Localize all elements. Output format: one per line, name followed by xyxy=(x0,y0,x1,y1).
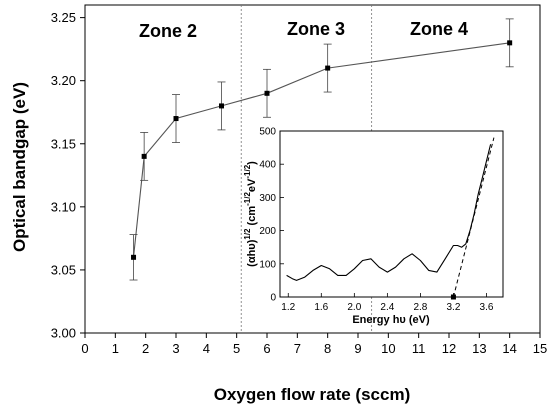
data-point xyxy=(219,103,224,109)
y-tick-label: 3.15 xyxy=(51,136,76,151)
zone-label-2: Zone 2 xyxy=(139,21,197,41)
y-axis-ticks: 3.00 3.05 3.10 3.15 3.20 3.25 xyxy=(51,10,85,341)
x-tick-label: 13 xyxy=(472,341,486,356)
inset-x-tick-label: 2.8 xyxy=(413,302,427,313)
x-axis-ticks: 0 1 2 3 4 5 6 7 8 9 10 11 12 13 14 15 xyxy=(81,333,547,356)
inset-x-tick-label: 3.6 xyxy=(480,302,494,313)
x-tick-label: 0 xyxy=(81,341,88,356)
data-point xyxy=(131,254,137,260)
x-tick-label: 12 xyxy=(442,341,456,356)
x-tick-label: 9 xyxy=(354,341,361,356)
y-tick-label: 3.00 xyxy=(51,326,76,341)
x-tick-label: 10 xyxy=(381,341,395,356)
inset-y-tick-label: 400 xyxy=(259,160,276,171)
x-tick-label: 1 xyxy=(112,341,119,356)
bandgap-series xyxy=(129,18,514,281)
inset-y-tick-label: 500 xyxy=(259,127,276,138)
x-tick-label: 5 xyxy=(233,341,240,356)
x-tick-label: 4 xyxy=(203,341,210,356)
inset-y-tick-label: 100 xyxy=(259,259,276,270)
x-tick-label: 7 xyxy=(294,341,301,356)
intercept-marker xyxy=(450,294,456,300)
inset-y-tick-label: 0 xyxy=(270,293,276,304)
inset-x-axis-ticks: 1.2 1.6 2.0 2.4 2.8 3.2 3.6 xyxy=(281,293,494,313)
y-axis-title: Optical bandgap (eV) xyxy=(10,82,29,252)
zone-label-3: Zone 3 xyxy=(287,19,345,39)
tauc-curve xyxy=(286,144,492,281)
data-point xyxy=(173,116,179,122)
x-tick-label: 14 xyxy=(502,341,516,356)
x-tick-label: 6 xyxy=(263,341,270,356)
y-tick-label: 3.05 xyxy=(51,262,76,277)
inset-x-axis-title: Energy hυ (eV) xyxy=(352,314,430,326)
inset-y-tick-label: 200 xyxy=(259,226,276,237)
x-tick-label: 2 xyxy=(142,341,149,356)
inset-x-tick-label: 2.4 xyxy=(380,302,394,313)
inset-tauc-series xyxy=(286,137,495,300)
y-tick-label: 3.10 xyxy=(51,199,76,214)
inset-plot-frame xyxy=(279,130,504,298)
x-tick-label: 8 xyxy=(324,341,331,356)
inset-x-tick-label: 3.2 xyxy=(446,302,460,313)
x-axis-title: Oxygen flow rate (sccm) xyxy=(214,385,411,404)
inset-x-tick-label: 1.2 xyxy=(281,302,295,313)
data-point xyxy=(507,40,513,46)
data-point xyxy=(325,65,331,71)
zone-label-4: Zone 4 xyxy=(410,19,468,39)
y-tick-label: 3.20 xyxy=(51,73,76,88)
data-point xyxy=(141,153,147,159)
inset-plot: 1.2 1.6 2.0 2.4 2.8 3.2 3.6 0 100 200 300 400 500 E… xyxy=(243,127,504,326)
data-point xyxy=(264,90,270,96)
inset-y-axis-title: (αhυ)1/2 (cm-1/2eV-1/2) xyxy=(243,161,258,267)
x-tick-label: 15 xyxy=(533,341,547,356)
inset-y-tick-label: 300 xyxy=(259,193,276,204)
x-tick-label: 11 xyxy=(412,341,426,356)
inset-y-axis-ticks: 0 100 200 300 400 500 xyxy=(259,127,284,304)
inset-x-tick-label: 1.6 xyxy=(314,302,328,313)
y-tick-label: 3.25 xyxy=(51,10,76,25)
x-tick-label: 3 xyxy=(172,341,179,356)
inset-x-tick-label: 2.0 xyxy=(347,302,361,313)
